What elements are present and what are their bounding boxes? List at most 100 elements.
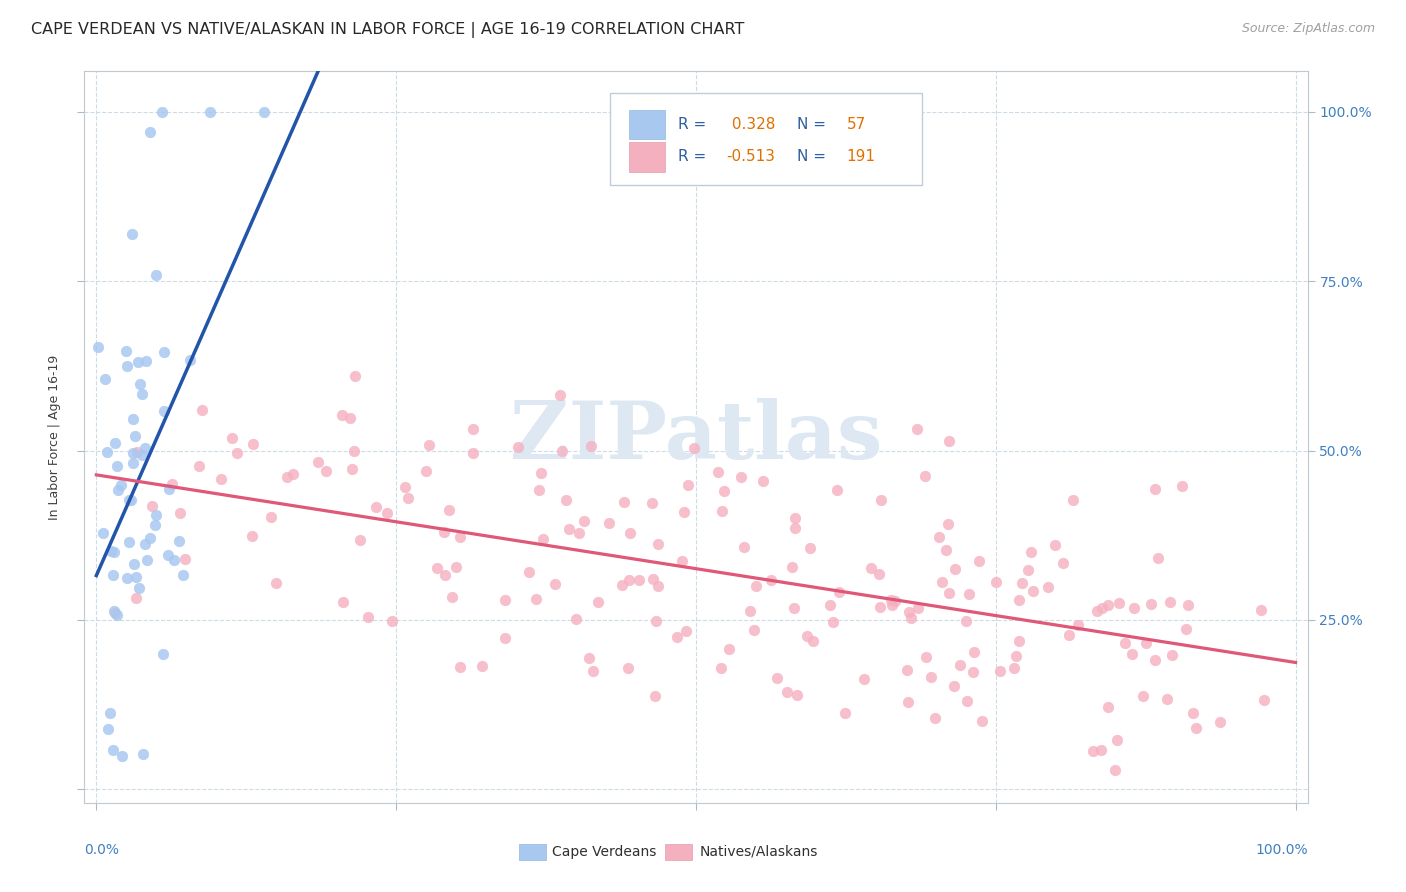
Point xyxy=(759,573,782,587)
Point xyxy=(1209,715,1232,730)
Point xyxy=(357,609,380,624)
Point xyxy=(125,591,148,605)
Point xyxy=(647,537,669,551)
Point xyxy=(375,506,398,520)
Point xyxy=(1147,551,1170,566)
Point xyxy=(107,483,129,497)
Point xyxy=(122,412,145,426)
Point xyxy=(834,706,856,720)
Point xyxy=(433,524,456,539)
Point xyxy=(134,441,156,455)
Point xyxy=(1122,601,1144,615)
Point xyxy=(645,614,668,628)
Point xyxy=(1011,576,1033,591)
Point xyxy=(988,664,1011,678)
Point xyxy=(752,475,775,489)
Point xyxy=(984,575,1007,590)
Point xyxy=(870,493,893,508)
Point xyxy=(117,359,139,373)
Point xyxy=(970,714,993,728)
Point xyxy=(1052,556,1074,570)
Point xyxy=(928,530,950,544)
Point xyxy=(240,529,263,543)
Point xyxy=(242,437,264,451)
Point xyxy=(418,438,440,452)
Point xyxy=(682,441,704,455)
Point xyxy=(136,552,159,566)
Point xyxy=(103,568,125,582)
Text: 57: 57 xyxy=(846,117,866,132)
Point xyxy=(619,573,641,587)
Point xyxy=(644,689,666,703)
Point xyxy=(1090,743,1112,757)
Point xyxy=(783,601,806,615)
Point xyxy=(494,631,516,645)
Point xyxy=(1132,689,1154,703)
Point xyxy=(1066,618,1088,632)
Point xyxy=(1019,544,1042,558)
Point xyxy=(122,557,145,571)
Point xyxy=(641,496,664,510)
Point xyxy=(931,575,953,590)
Point xyxy=(162,476,184,491)
Point xyxy=(949,657,972,672)
Point xyxy=(439,503,461,517)
Point xyxy=(671,554,693,568)
Point xyxy=(551,444,574,458)
Point xyxy=(94,372,117,386)
Point xyxy=(330,408,353,422)
Point xyxy=(827,584,849,599)
Point xyxy=(796,629,818,643)
Point xyxy=(98,706,121,720)
Point xyxy=(548,388,571,402)
Point xyxy=(103,604,125,618)
Point xyxy=(920,670,942,684)
Point xyxy=(907,600,929,615)
Point xyxy=(153,404,176,418)
Text: -0.513: -0.513 xyxy=(727,150,776,164)
Point xyxy=(139,125,162,139)
Point xyxy=(200,105,222,120)
Point xyxy=(118,493,141,508)
Point xyxy=(141,499,163,513)
Point xyxy=(582,664,605,678)
Text: ZIPatlas: ZIPatlas xyxy=(510,398,882,476)
Text: R =: R = xyxy=(678,117,711,132)
Point xyxy=(544,577,567,591)
Point xyxy=(174,552,197,566)
Point xyxy=(1085,604,1108,618)
Point xyxy=(343,444,366,458)
Point xyxy=(114,344,136,359)
Point xyxy=(665,631,688,645)
Point xyxy=(105,459,128,474)
Point xyxy=(122,446,145,460)
Point xyxy=(145,508,167,523)
Point xyxy=(956,694,979,708)
Point xyxy=(884,594,907,608)
Point xyxy=(340,462,363,476)
Text: N =: N = xyxy=(797,117,831,132)
Point xyxy=(900,611,922,625)
Point xyxy=(163,552,186,566)
Point xyxy=(110,477,132,491)
Point xyxy=(1036,580,1059,594)
Point xyxy=(494,593,516,607)
Point xyxy=(111,748,134,763)
Point xyxy=(612,578,634,592)
Bar xyxy=(519,844,546,860)
Point xyxy=(818,598,841,612)
Point xyxy=(555,492,578,507)
Point xyxy=(153,345,176,359)
Point xyxy=(157,548,180,562)
Point xyxy=(1114,636,1136,650)
Point xyxy=(125,444,148,458)
Point xyxy=(859,561,882,575)
Point xyxy=(381,615,404,629)
Point xyxy=(880,593,903,607)
Point xyxy=(1143,482,1166,496)
Point xyxy=(524,591,547,606)
Point xyxy=(1159,595,1181,609)
Point xyxy=(853,672,876,686)
Point xyxy=(612,495,634,509)
Point xyxy=(221,432,243,446)
